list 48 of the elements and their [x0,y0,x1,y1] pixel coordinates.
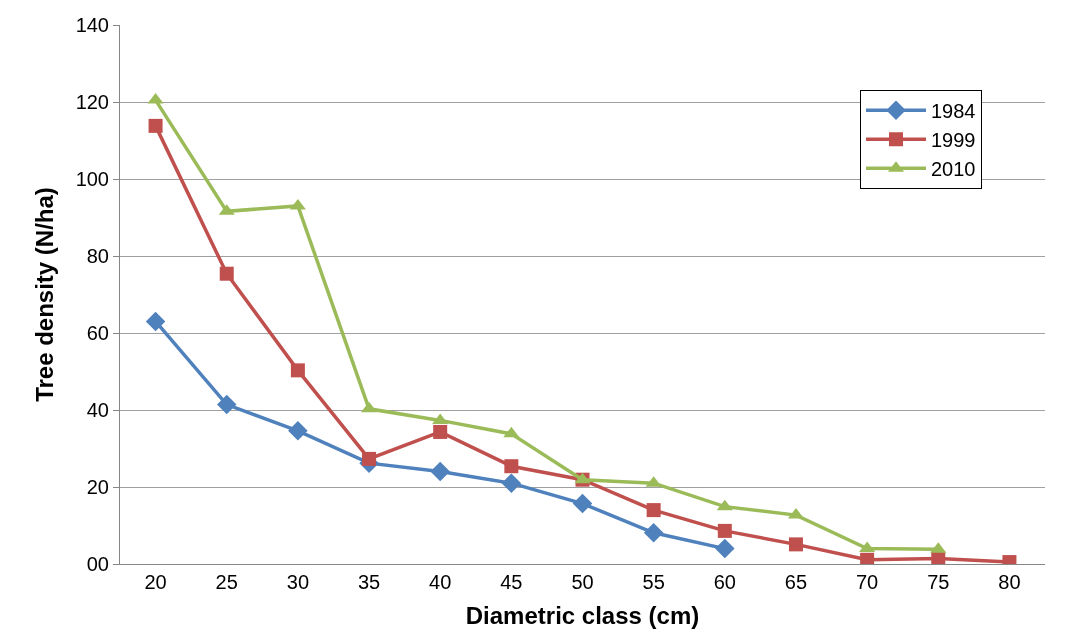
point [503,426,520,438]
x-tick-label: 55 [642,571,665,593]
point [504,459,519,474]
x-tick-label: 80 [998,571,1021,593]
x-tick-label: 30 [286,571,310,593]
x-tick-label: 75 [927,571,950,593]
y-tick-label: 140 [75,14,109,36]
point [860,552,875,564]
point [289,198,306,210]
x-tick-label: 25 [215,571,238,593]
point [572,493,593,514]
y-tick-label: 100 [75,168,109,190]
point [433,424,448,439]
point [788,537,803,552]
x-tick-label: 50 [571,571,594,593]
y-tick-label: 40 [86,399,109,421]
point [646,503,661,518]
y-tick-label: 80 [86,245,109,267]
legend-label: 1984 [931,99,976,122]
x-tick-label: 45 [500,571,523,593]
point [148,118,163,133]
point [430,461,450,482]
y-axis-title: Tree density (N/ha) [30,187,58,402]
y-tick-label: 00 [86,553,109,575]
x-tick-label: 20 [144,571,167,593]
point [216,394,237,415]
point [717,523,732,538]
x-tick-label: 65 [784,571,808,593]
point [145,311,166,332]
x-tick-label: 40 [429,571,452,593]
point [362,451,377,466]
point [290,363,305,378]
point [716,499,733,511]
x-axis-title: Diametric class (cm) [465,602,700,630]
y-tick-label: 120 [75,91,109,113]
x-tick-label: 60 [713,571,736,593]
legend-label: 1999 [931,128,976,151]
x-tick-label: 70 [855,571,879,593]
point [501,473,522,493]
x-tick-label: 35 [357,571,381,593]
y-tick-label: 60 [86,322,109,344]
y-tick-label: 20 [86,476,109,498]
point [288,421,308,441]
legend-label: 2010 [931,157,976,180]
point [643,523,664,543]
point [859,541,876,553]
point [715,538,735,559]
point [219,266,234,281]
